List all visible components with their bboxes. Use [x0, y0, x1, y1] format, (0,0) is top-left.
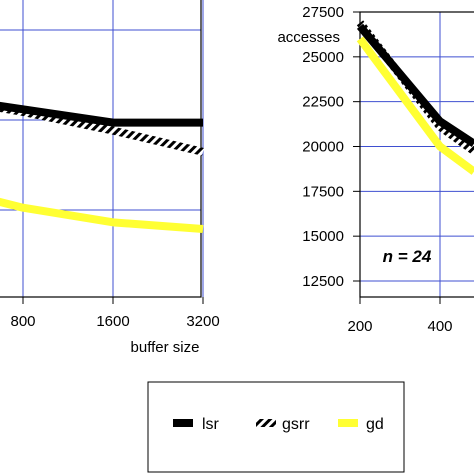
right-series	[356, 20, 474, 175]
right-series-line-lsr	[356, 23, 474, 147]
right-y-ticks: 27500 25000 22500 20000 17500 15000 12500	[302, 4, 360, 290]
right-y-axis-label: accesses	[277, 29, 340, 46]
right-y-tick-label: 20000	[302, 138, 344, 155]
legend-label-gsrr: gsrr	[282, 416, 310, 433]
left-plot-frame	[0, 0, 202, 298]
legend: lsr gsrr gd	[147, 381, 405, 473]
right-y-tick-label: 27500	[302, 4, 344, 21]
right-x-tick-label: 200	[347, 318, 372, 335]
legend-label-lsr: lsr	[202, 416, 220, 433]
right-y-tick-label: 17500	[302, 183, 344, 200]
legend-label-gd: gd	[366, 416, 384, 433]
annotation-n: n = 24	[383, 247, 432, 266]
right-y-tick-label: 25000	[302, 49, 344, 66]
left-series	[0, 101, 204, 233]
left-x-axis-label: buffer size	[131, 339, 200, 356]
right-x-ticks: 200 400	[347, 297, 453, 335]
right-series-line-gd	[356, 36, 474, 175]
right-y-tick-label: 22500	[302, 94, 344, 111]
right-y-tick-label: 15000	[302, 228, 344, 245]
right-panel: 27500 25000 22500 20000 17500 15000 12500 200 4…	[277, 4, 474, 335]
left-x-tick-label: 3200	[186, 313, 219, 330]
left-x-ticks: 800 1600 3200	[10, 297, 220, 330]
right-x-tick-label: 400	[427, 318, 452, 335]
left-series-line-gd	[0, 197, 204, 233]
left-series-line-lsr	[0, 101, 203, 127]
right-y-tick-label: 12500	[302, 273, 344, 290]
left-panel: 800 1600 3200 buffer size	[0, 0, 220, 356]
left-x-tick-label: 1600	[96, 313, 129, 330]
left-series-line-gsrr	[0, 103, 204, 156]
right-plot-frame	[359, 11, 474, 298]
left-x-tick-label: 800	[10, 313, 35, 330]
